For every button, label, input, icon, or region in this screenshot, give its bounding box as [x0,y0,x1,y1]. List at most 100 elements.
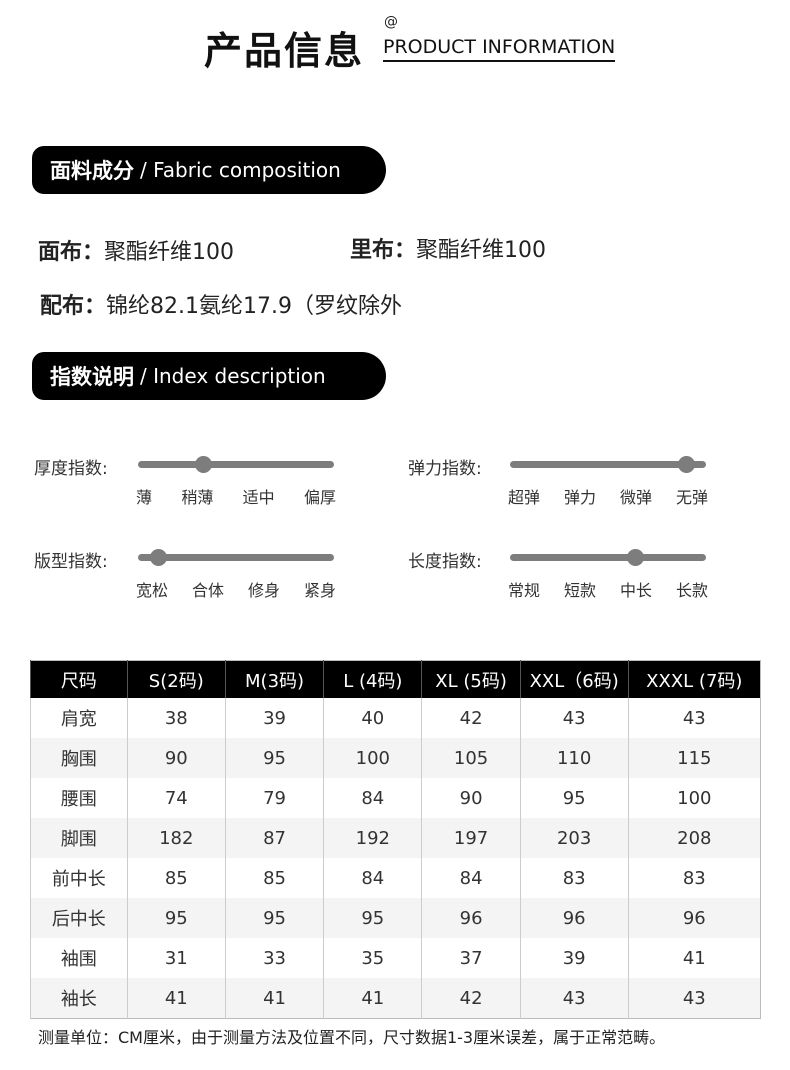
table-cell: 41 [627,938,761,978]
column-header: XXL（6码) [519,660,629,698]
page-subtitle: PRODUCT INFORMATION [383,36,616,62]
slider-ticks: 薄 稍薄 适中 偏厚 [136,484,336,508]
slider-tick-label: 宽松 [136,581,169,600]
table-cell: 85 [224,858,324,898]
slider-label: 版型指数: [34,552,108,572]
section-title-cn: 指数说明 [50,365,134,389]
slider-tick-label: 薄 [136,488,153,507]
table-cell: 83 [519,858,629,898]
section-title-en: / Index description [140,364,326,388]
slider-ticks: 常规 短款 中长 长款 [508,577,708,601]
slider-tick-label: 常规 [508,581,541,600]
table-cell: 42 [421,978,521,1019]
table-cell: 110 [519,738,629,778]
slider-ticks: 宽松 合体 修身 紧身 [136,577,336,601]
index-slider-track [138,549,334,566]
table-row: 肩宽 38 39 40 42 43 43 [30,698,761,738]
row-label: 肩宽 [30,698,128,738]
section-title-cn: 面料成分 [50,159,134,183]
fabric-value: 聚酯纤维100 [416,238,547,263]
table-row: 腰围 74 79 84 90 95 100 [30,778,761,818]
table-cell: 83 [627,858,761,898]
column-header: M(3码) [224,660,324,698]
fabric-label: 面布： [38,240,105,265]
fabric-value: 锦纶82.1氨纶17.9（罗纹除外 [106,294,402,319]
index-slider-track [510,456,706,473]
table-cell: 84 [421,858,521,898]
section-title-en: / Fabric composition [140,158,341,182]
at-symbol: @ [384,14,398,30]
column-header: L (4码) [323,660,422,698]
slider-tick-label: 偏厚 [303,488,336,507]
slider-tick-label: 微弹 [619,488,652,507]
fabric-lining: 里布：聚酯纤维100 [350,232,546,264]
slider-tick-label: 中长 [619,581,652,600]
slider-tick-label: 弹力 [563,488,596,507]
slider-tick-label: 修身 [247,581,280,600]
fabric-section-header: 面料成分 / Fabric composition [32,146,386,194]
slider-tick-label: 超弹 [508,488,541,507]
size-table: 尺码 S(2码) M(3码) L (4码) XL (5码) XXL（6码) XXXL (7码… [30,660,761,1019]
table-cell: 35 [323,938,422,978]
table-cell: 74 [126,778,226,818]
table-row: 袖围 31 33 35 37 39 41 [30,938,761,978]
table-row: 脚围 182 87 192 197 203 208 [30,818,761,858]
slider-knob [678,456,696,473]
table-cell: 40 [323,698,422,738]
table-row: 胸围 90 95 100 105 110 115 [30,738,761,778]
row-label: 胸围 [30,738,128,778]
slider-tick-label: 无弹 [675,488,708,507]
table-cell: 43 [627,978,761,1019]
row-label: 前中长 [30,858,128,898]
row-label: 后中长 [30,898,128,938]
slider-ticks: 超弹 弹力 微弹 无弹 [508,484,708,508]
row-label: 脚围 [30,818,128,858]
slider-knob [627,549,645,566]
table-cell: 41 [126,978,226,1019]
table-cell: 95 [126,898,226,938]
table-cell: 41 [224,978,324,1019]
table-cell: 33 [224,938,324,978]
table-cell: 96 [519,898,629,938]
slider-label: 弹力指数: [408,459,482,479]
slider-knob [194,456,212,473]
table-cell: 95 [323,898,422,938]
table-header-row: 尺码 S(2码) M(3码) L (4码) XL (5码) XXL（6码) XXXL (7码… [30,660,761,698]
table-cell: 95 [224,738,324,778]
slider-tick-label: 短款 [563,581,596,600]
table-cell: 43 [627,698,761,738]
table-cell: 43 [519,978,629,1019]
slider-label: 厚度指数: [34,459,108,479]
fabric-trim: 配布：锦纶82.1氨纶17.9（罗纹除外 [40,288,402,320]
slider-label: 长度指数: [408,552,482,572]
table-cell: 31 [126,938,226,978]
table-cell: 38 [126,698,226,738]
row-label: 腰围 [30,778,128,818]
table-cell: 96 [421,898,521,938]
slider-tick-label: 适中 [242,488,275,507]
slider-tick-label: 长款 [675,581,708,600]
table-cell: 96 [627,898,761,938]
row-label: 袖围 [30,938,128,978]
column-header: XXXL (7码) [627,660,761,698]
table-cell: 85 [126,858,226,898]
table-cell: 95 [224,898,324,938]
table-cell: 203 [519,818,629,858]
page-title: 产品信息 [204,29,365,73]
fabric-shell: 面布：聚酯纤维100 [38,234,234,266]
slider-tick-label: 稍薄 [181,488,214,507]
index-slider-track [138,456,334,473]
fabric-label: 里布： [350,238,417,263]
table-cell: 90 [421,778,521,818]
fabric-label: 配布： [40,294,107,319]
table-cell: 37 [421,938,521,978]
table-cell: 41 [323,978,422,1019]
fabric-value: 聚酯纤维100 [104,240,235,265]
table-cell: 39 [224,698,324,738]
slider-tick-label: 合体 [191,581,224,600]
table-cell: 95 [519,778,629,818]
measurement-note: 测量单位：CM厘米，由于测量方法及位置不同，尺寸数据1-3厘米误差，属于正常范畴… [38,1028,666,1047]
table-cell: 79 [224,778,324,818]
table-cell: 100 [323,738,422,778]
column-header: 尺码 [30,660,128,698]
